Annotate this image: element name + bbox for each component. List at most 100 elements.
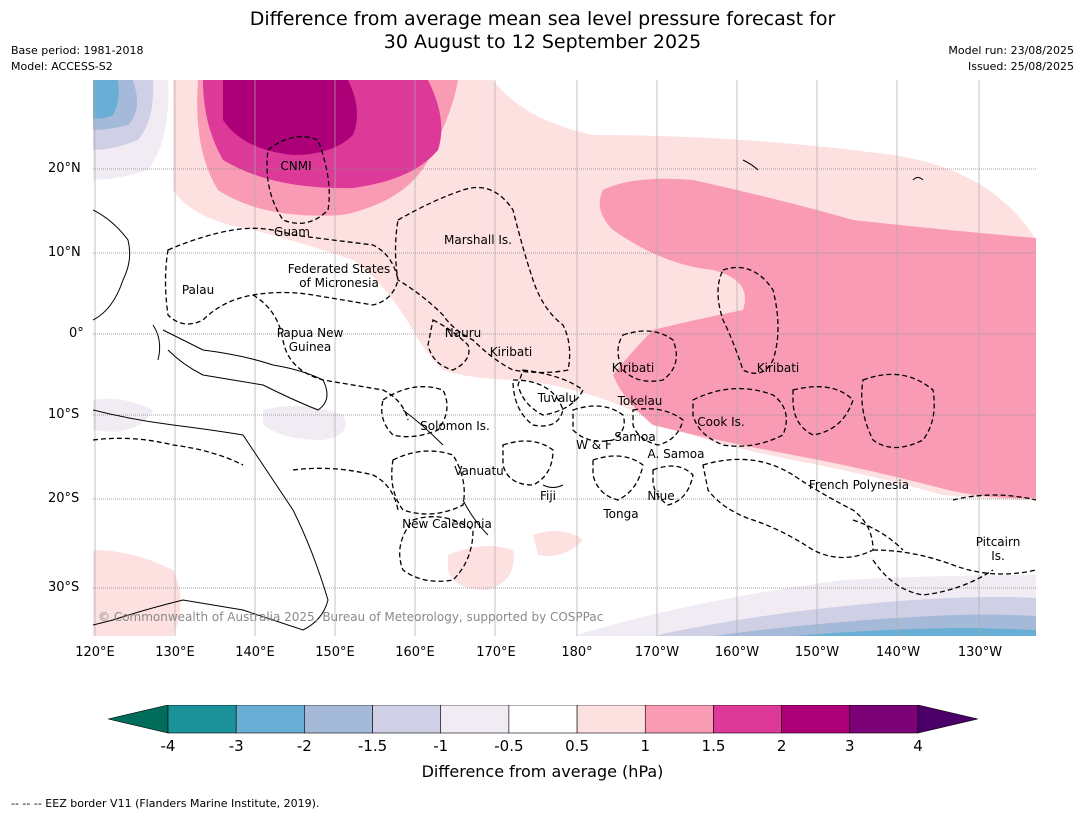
- base-info: Base period: 1981-2018 Model: ACCESS-S2: [11, 43, 143, 75]
- anomaly-small-pink-1: [448, 546, 514, 590]
- lat-label-10s: 10°S: [48, 407, 80, 422]
- label-cook: Cook Is.: [697, 415, 745, 429]
- label-solomon: Solomon Is.: [420, 419, 490, 433]
- lon-label-120e: 120°E: [75, 645, 115, 660]
- lon-label-170w: 170°W: [634, 645, 680, 660]
- lat-label-20n: 20°N: [48, 161, 81, 176]
- colorbar-over-arrow: [917, 705, 978, 734]
- lat-label-0: 0°: [69, 326, 84, 341]
- anomaly-1-1.5-east: [599, 178, 1036, 499]
- lon-label-170e: 170°E: [476, 645, 516, 660]
- label-nauru: Nauru: [444, 326, 482, 340]
- lon-label-160w: 160°W: [714, 645, 760, 660]
- lon-label-130e: 130°E: [155, 645, 195, 660]
- copyright-notice: © Commonwealth of Australia 2025, Bureau…: [98, 610, 604, 624]
- colorbar: [108, 705, 978, 734]
- label-kiribati-east: Kiribati: [756, 361, 800, 375]
- anomaly-lavender-png: [263, 406, 346, 440]
- run-info: Model run: 23/08/2025 Issued: 25/08/2025: [948, 43, 1074, 75]
- lon-label-130w: 130°W: [957, 645, 1003, 660]
- colorbar-tick-label: 2: [776, 737, 787, 755]
- eez-borders: [93, 136, 1036, 596]
- label-tuvalu: Tuvalu: [537, 391, 577, 405]
- lat-label-30s: 30°S: [48, 580, 80, 595]
- colorbar-label: Difference from average (hPa): [421, 762, 664, 781]
- colorbar-tick-label: 1: [640, 737, 651, 755]
- colorbar-segment: [372, 705, 442, 734]
- colorbar-tick-label: -4: [160, 737, 176, 755]
- lon-label-140e: 140°E: [235, 645, 275, 660]
- issued-date: Issued: 25/08/2025: [967, 60, 1074, 73]
- label-niue: Niue: [647, 489, 675, 503]
- colorbar-segment: [713, 705, 782, 734]
- label-fsm-line2: of Micronesia: [299, 276, 379, 290]
- label-new-caledonia: New Caledonia: [402, 517, 492, 531]
- lat-label-10n: 10°N: [48, 245, 81, 260]
- label-png: Papua New Guinea: [277, 326, 344, 354]
- colorbar-tick-label: 3: [845, 737, 855, 755]
- label-vanuatu: Vanuatu: [454, 464, 504, 478]
- label-png-line1: Papua New: [276, 326, 344, 340]
- colorbar-tick-label: 4: [913, 737, 923, 755]
- meridians: [94, 80, 980, 636]
- label-kiribati-central: Kiribati: [611, 361, 655, 375]
- coastlines: [93, 159, 924, 631]
- label-marshall: Marshall Is.: [444, 233, 512, 247]
- colorbar-tick-label: -2: [296, 737, 312, 755]
- label-tonga: Tonga: [603, 507, 639, 521]
- colorbar-segment: [440, 705, 510, 734]
- eez-footnote: -- -- -- EEZ border V11 (Flanders Marine…: [11, 797, 320, 810]
- anomaly-2-3-region: [223, 80, 357, 155]
- lon-label-180: 180°: [561, 645, 593, 660]
- label-tokelau: Tokelau: [617, 394, 663, 408]
- label-pitcairn-line2: Is.: [991, 549, 1005, 563]
- title-line-1: Difference from average mean sea level p…: [249, 8, 836, 30]
- label-asamoa: A. Samoa: [647, 447, 705, 461]
- colorbar-segment: [235, 705, 305, 734]
- lat-label-20s: 20°S: [48, 491, 80, 506]
- colorbar-segment: [849, 705, 919, 734]
- label-kiribati-west: Kiribati: [489, 345, 533, 359]
- label-fsm-line1: Federated States: [287, 262, 391, 276]
- label-wf: W & F: [576, 438, 612, 452]
- colorbar-tick-label: 0.5: [565, 737, 590, 755]
- colorbar-segment: [576, 705, 646, 734]
- label-palau: Palau: [181, 283, 215, 297]
- anomaly-negative-nw-4: [93, 80, 119, 119]
- label-pitcairn: Pitcairn Is.: [976, 535, 1021, 563]
- colorbar-segment: [644, 705, 714, 734]
- colorbar-segment: [167, 705, 237, 734]
- lon-label-150w: 150°W: [794, 645, 840, 660]
- label-fiji: Fiji: [539, 489, 557, 503]
- label-samoa: Samoa: [614, 430, 656, 444]
- label-guam: Guam: [274, 225, 310, 239]
- label-fsm: Federated States of Micronesia: [288, 262, 390, 290]
- model-run: Model run: 23/08/2025: [948, 44, 1074, 57]
- anomaly-lavender-w: [93, 398, 153, 432]
- anomaly-small-pink-2: [533, 531, 583, 556]
- map-title: Difference from average mean sea level p…: [0, 8, 1085, 54]
- colorbar-tick-label: 1.5: [701, 737, 726, 755]
- lon-label-150e: 150°E: [315, 645, 355, 660]
- map-canvas: [93, 80, 1036, 636]
- colorbar-tick-label: -1: [433, 737, 449, 755]
- colorbar-tick-label: -3: [228, 737, 244, 755]
- base-period: Base period: 1981-2018: [11, 44, 144, 57]
- colorbar-segment: [781, 705, 851, 734]
- colorbar-tick-label: -0.5: [494, 737, 524, 755]
- colorbar-segment: [508, 705, 578, 734]
- anomaly-pink-sw: [93, 550, 181, 636]
- colorbar-segment: [304, 705, 373, 734]
- label-french-polynesia: French Polynesia: [808, 478, 910, 492]
- model-name: Model: ACCESS-S2: [11, 60, 113, 73]
- pressure-anomaly-map: CNMI Guam Marshall Is. Federated States …: [93, 80, 1036, 636]
- label-png-line2: Guinea: [288, 340, 332, 354]
- lon-label-160e: 160°E: [395, 645, 435, 660]
- title-line-2: 30 August to 12 September 2025: [383, 31, 702, 53]
- anomaly-negative-se-4: [793, 628, 1036, 636]
- label-cnmi: CNMI: [280, 159, 312, 173]
- colorbar-tick-label: -1.5: [357, 737, 388, 755]
- lon-label-140w: 140°W: [875, 645, 921, 660]
- colorbar-under-arrow: [108, 705, 169, 734]
- label-pitcairn-line1: Pitcairn: [975, 535, 1021, 549]
